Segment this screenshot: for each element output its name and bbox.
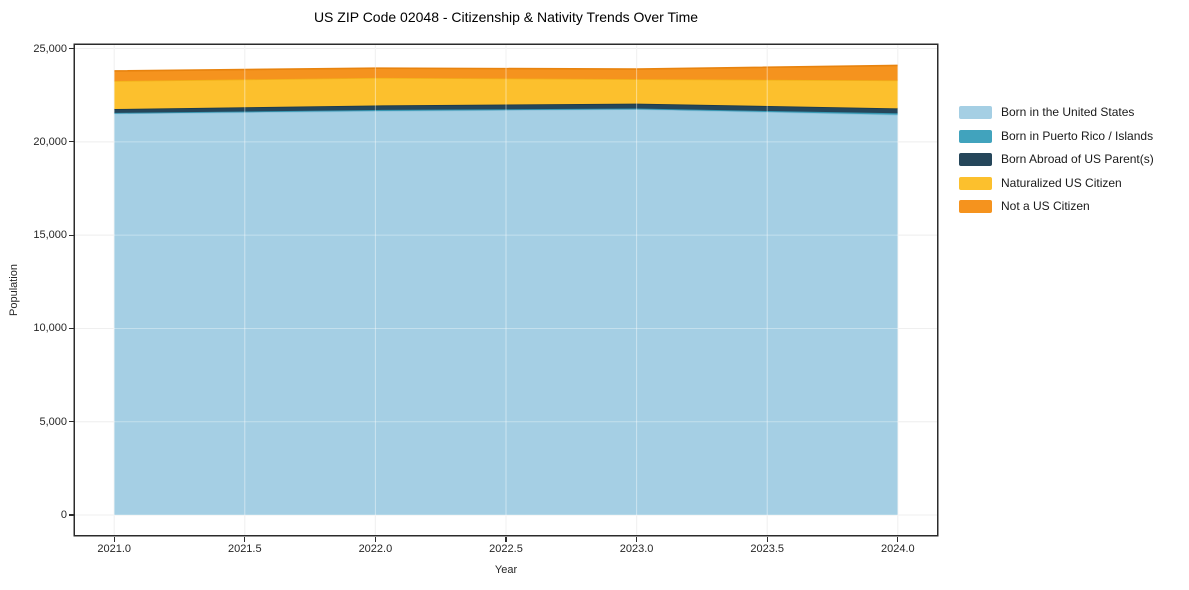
y-axis-label: Population <box>8 264 20 316</box>
legend-item-2: Born Abroad of US Parent(s) <box>959 153 1154 166</box>
x-tick-label: 2024.0 <box>880 543 915 555</box>
x-tick-mark <box>505 536 507 542</box>
x-axis-label: Year <box>494 564 518 576</box>
x-tick-label: 2021.0 <box>97 543 131 555</box>
legend-label: Naturalized US Citizen <box>1001 175 1122 190</box>
legend: Born in the United States Born in Puerto … <box>959 106 1154 224</box>
y-tick-mark <box>68 421 74 423</box>
y-tick-label: 0 <box>60 509 67 522</box>
x-tick-mark <box>374 536 376 542</box>
x-tick-label: 2022.0 <box>358 543 393 555</box>
x-tick-mark <box>113 536 115 542</box>
x-tick-mark <box>897 536 899 542</box>
legend-item-3: Naturalized US Citizen <box>959 175 1154 190</box>
area-edge-series-4 <box>114 64 898 72</box>
y-tick-label: 10,000 <box>33 322 67 335</box>
legend-label: Born Abroad of US Parent(s) <box>1001 152 1154 166</box>
legend-item-1: Born in Puerto Rico / Islands <box>959 128 1154 143</box>
legend-swatch-icon <box>959 129 992 143</box>
legend-swatch-icon <box>959 200 992 213</box>
chart-title: US ZIP Code 02048 - Citizenship & Nativi… <box>313 9 699 25</box>
legend-swatch-icon <box>959 153 992 166</box>
x-tick-label: 2023.5 <box>750 543 785 555</box>
y-tick-mark <box>68 47 74 50</box>
y-tick-label: 15,000 <box>33 229 67 242</box>
x-tick-mark <box>636 536 638 542</box>
y-tick-mark <box>68 514 74 516</box>
legend-swatch-icon <box>959 106 992 119</box>
plot-area <box>75 45 937 535</box>
y-tick-mark <box>68 327 74 330</box>
x-tick-mark <box>244 536 246 542</box>
legend-label: Born in Puerto Rico / Islands <box>1001 128 1154 143</box>
legend-label: Born in the United States <box>1001 105 1135 119</box>
legend-item-4: Not a US Citizen <box>959 200 1154 213</box>
area-series-3 <box>114 77 898 109</box>
x-tick-mark <box>766 536 768 542</box>
y-tick-label: 5,000 <box>39 415 67 428</box>
x-tick-label: 2023.0 <box>619 543 654 555</box>
legend-swatch-icon <box>959 176 992 190</box>
y-tick-mark <box>68 234 74 236</box>
y-tick-label: 20,000 <box>33 135 67 148</box>
stacked-area-chart <box>75 45 937 535</box>
area-series-0 <box>114 109 898 516</box>
x-tick-label: 2021.5 <box>227 543 262 555</box>
area-edge-series-3 <box>114 77 898 82</box>
legend-label: Not a US Citizen <box>1001 199 1090 213</box>
legend-item-0: Born in the United States <box>959 106 1154 119</box>
x-tick-label: 2022.5 <box>489 543 523 555</box>
y-tick-label: 25,000 <box>33 42 67 55</box>
area-series-2 <box>114 103 898 114</box>
y-tick-mark <box>68 141 74 143</box>
